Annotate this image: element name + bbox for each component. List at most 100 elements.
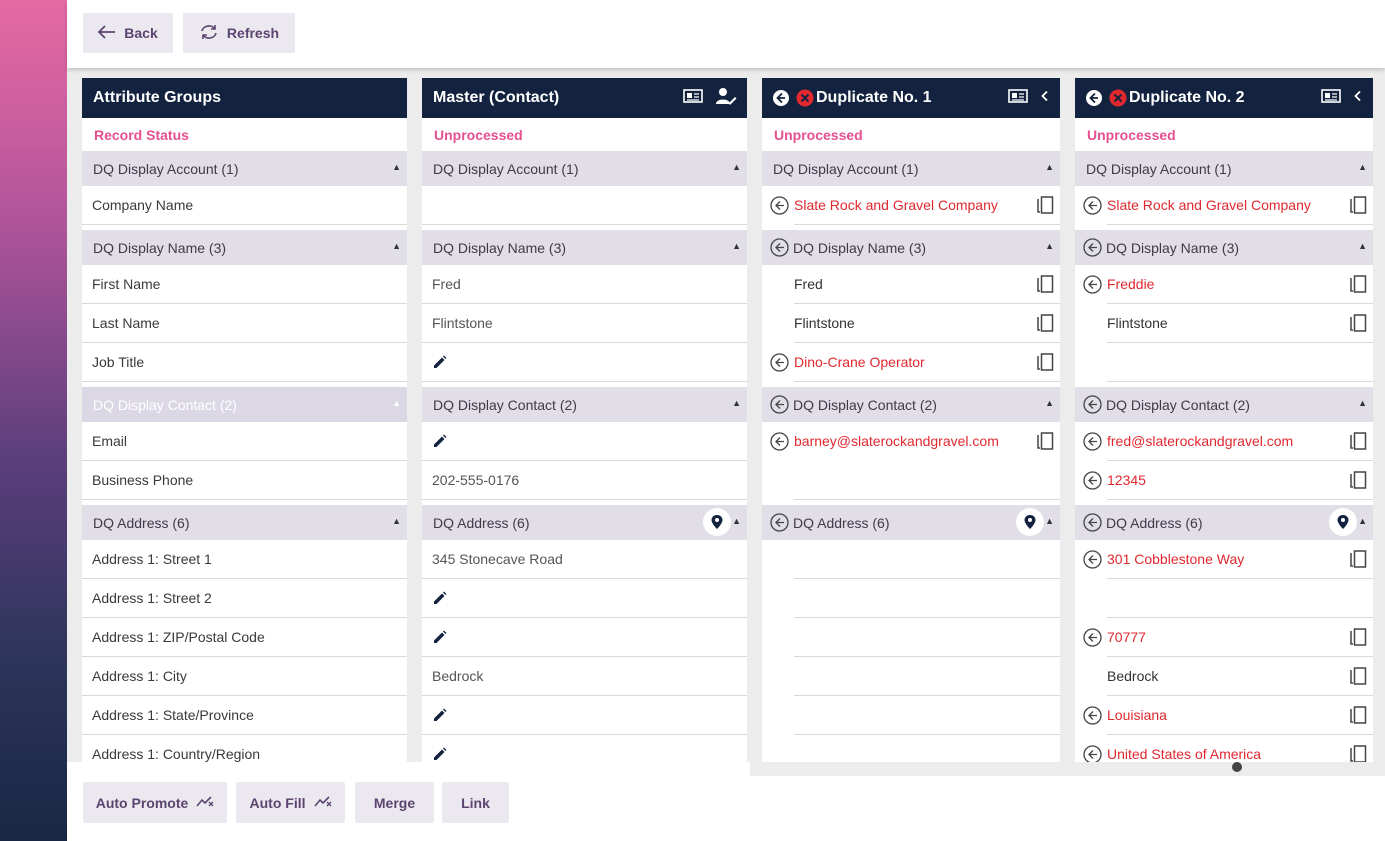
arrow-circle-left-icon[interactable] — [770, 432, 789, 454]
dup1-street2[interactable] — [762, 579, 1060, 618]
master-country[interactable] — [422, 735, 747, 762]
group-header[interactable]: DQ Display Contact (2) ▲ — [762, 387, 1060, 422]
dup2-email[interactable]: fred@slaterockandgravel.com — [1075, 422, 1373, 461]
dup1-email[interactable]: barney@slaterockandgravel.com — [762, 422, 1060, 461]
dup1-last-name[interactable]: Flintstone — [762, 304, 1060, 343]
dup1-state[interactable] — [762, 696, 1060, 735]
group-header[interactable]: DQ Display Name (3) ▲ — [82, 230, 407, 265]
arrow-circle-left-icon[interactable] — [770, 395, 789, 417]
pencil-icon[interactable] — [432, 747, 447, 762]
group-header[interactable]: DQ Display Name (3) ▲ — [422, 230, 747, 265]
master-zip[interactable] — [422, 618, 747, 657]
dup1-zip[interactable] — [762, 618, 1060, 657]
master-street1[interactable]: 345 Stonecave Road — [422, 540, 747, 579]
dup2-company[interactable]: Slate Rock and Gravel Company — [1075, 186, 1373, 225]
arrow-circle-left-icon[interactable] — [1083, 432, 1102, 454]
group-header[interactable]: DQ Display Account (1) ▲ — [422, 151, 747, 186]
copy-icon[interactable] — [1037, 353, 1054, 375]
dup2-street1[interactable]: 301 Cobblestone Way — [1075, 540, 1373, 579]
chevron-left-icon[interactable] — [1040, 89, 1050, 107]
master-street2[interactable] — [422, 579, 747, 618]
arrow-circle-left-icon[interactable] — [770, 196, 789, 218]
group-header[interactable]: DQ Display Name (3) ▲ — [762, 230, 1060, 265]
group-header[interactable]: DQ Display Account (1) ▲ — [82, 151, 407, 186]
pencil-icon[interactable] — [432, 434, 447, 449]
merge-button[interactable]: Merge — [355, 782, 434, 823]
horizontal-scrollbar[interactable] — [750, 762, 1385, 776]
dup1-job-title[interactable]: Dino-Crane Operator — [762, 343, 1060, 382]
group-header[interactable]: DQ Address (6) ▲ — [422, 505, 747, 540]
scroll-handle[interactable] — [1232, 762, 1242, 772]
copy-icon[interactable] — [1350, 628, 1367, 650]
copy-icon[interactable] — [1350, 314, 1367, 336]
pencil-icon[interactable] — [432, 708, 447, 723]
refresh-button[interactable]: Refresh — [183, 13, 295, 53]
remove-circle-icon[interactable] — [796, 89, 814, 107]
arrow-circle-left-icon[interactable] — [1083, 275, 1102, 297]
copy-icon[interactable] — [1350, 432, 1367, 454]
copy-icon[interactable] — [1037, 314, 1054, 336]
copy-icon[interactable] — [1350, 667, 1367, 689]
copy-icon[interactable] — [1350, 745, 1367, 762]
arrow-circle-left-icon[interactable] — [770, 353, 789, 375]
auto-promote-button[interactable]: Auto Promote — [83, 782, 227, 823]
arrow-circle-left-icon[interactable] — [770, 513, 789, 535]
arrow-circle-left-icon[interactable] — [1083, 471, 1102, 493]
arrow-circle-left-icon[interactable] — [770, 238, 789, 260]
arrow-circle-left-icon[interactable] — [1083, 550, 1102, 572]
dup2-job-title[interactable] — [1075, 343, 1373, 382]
dup1-company[interactable]: Slate Rock and Gravel Company — [762, 186, 1060, 225]
pencil-icon[interactable] — [432, 630, 447, 645]
contact-card-icon[interactable] — [683, 88, 703, 109]
arrow-circle-left-icon[interactable] — [1083, 513, 1102, 535]
map-pin-icon[interactable] — [1016, 508, 1044, 536]
dup1-city[interactable] — [762, 657, 1060, 696]
map-pin-icon[interactable] — [1329, 508, 1357, 536]
dup2-street2[interactable] — [1075, 579, 1373, 618]
master-email[interactable] — [422, 422, 747, 461]
arrow-circle-left-icon[interactable] — [1083, 706, 1102, 728]
master-business-phone[interactable]: 202-555-0176 — [422, 461, 747, 500]
arrow-circle-left-icon[interactable] — [1083, 628, 1102, 650]
copy-icon[interactable] — [1350, 706, 1367, 728]
copy-icon[interactable] — [1037, 196, 1054, 218]
master-company-field[interactable] — [422, 186, 747, 225]
chevron-left-icon[interactable] — [1353, 89, 1363, 107]
dup2-city[interactable]: Bedrock — [1075, 657, 1373, 696]
master-job-title[interactable] — [422, 343, 747, 382]
dup2-country[interactable]: United States of America — [1075, 735, 1373, 762]
link-button[interactable]: Link — [442, 782, 509, 823]
master-state[interactable] — [422, 696, 747, 735]
group-header[interactable]: DQ Display Account (1) ▲ — [762, 151, 1060, 186]
arrow-circle-left-icon[interactable] — [1083, 196, 1102, 218]
remove-circle-icon[interactable] — [1109, 89, 1127, 107]
auto-fill-button[interactable]: Auto Fill — [236, 782, 345, 823]
map-pin-icon[interactable] — [703, 508, 731, 536]
back-button[interactable]: Back — [83, 13, 173, 53]
master-last-name[interactable]: Flintstone — [422, 304, 747, 343]
arrow-circle-left-icon[interactable] — [1083, 238, 1102, 260]
group-header[interactable]: DQ Address (6) ▲ — [762, 505, 1060, 540]
copy-icon[interactable] — [1350, 550, 1367, 572]
edit-user-icon[interactable] — [715, 87, 737, 110]
dup1-first-name[interactable]: Fred — [762, 265, 1060, 304]
group-header[interactable]: DQ Address (6) ▲ — [82, 505, 407, 540]
pencil-icon[interactable] — [432, 591, 447, 606]
copy-icon[interactable] — [1037, 432, 1054, 454]
arrow-circle-left-icon[interactable] — [1083, 745, 1102, 762]
contact-card-icon[interactable] — [1008, 88, 1028, 109]
dup2-last-name[interactable]: Flintstone — [1075, 304, 1373, 343]
dup2-state[interactable]: Louisiana — [1075, 696, 1373, 735]
promote-arrow-icon[interactable] — [1085, 89, 1103, 107]
dup2-zip[interactable]: 70777 — [1075, 618, 1373, 657]
dup2-business-phone[interactable]: 12345 — [1075, 461, 1373, 500]
contact-card-icon[interactable] — [1321, 88, 1341, 109]
pencil-icon[interactable] — [432, 355, 447, 370]
arrow-circle-left-icon[interactable] — [1083, 395, 1102, 417]
master-first-name[interactable]: Fred — [422, 265, 747, 304]
group-header[interactable]: DQ Address (6) ▲ — [1075, 505, 1373, 540]
group-header[interactable]: DQ Display Contact (2) ▲ — [422, 387, 747, 422]
master-city[interactable]: Bedrock — [422, 657, 747, 696]
copy-icon[interactable] — [1350, 275, 1367, 297]
copy-icon[interactable] — [1350, 196, 1367, 218]
